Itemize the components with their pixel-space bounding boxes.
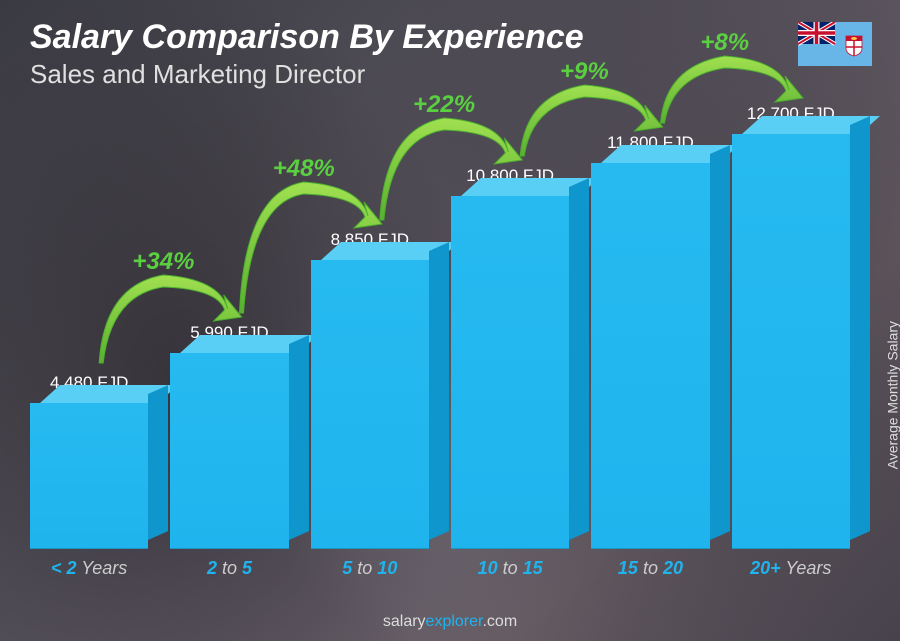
category-label: 5 to 10 <box>342 558 397 579</box>
category-label: 2 to 5 <box>207 558 252 579</box>
bar-3d <box>170 353 288 549</box>
category-label: 15 to 20 <box>618 558 683 579</box>
bar-wrap: 11,800 FJD15 to 20 <box>591 133 709 549</box>
category-label: 20+ Years <box>750 558 831 579</box>
fiji-flag-icon <box>798 22 872 66</box>
chart-subtitle: Sales and Marketing Director <box>30 59 584 90</box>
bar-3d <box>311 260 429 549</box>
bar-wrap: 8,850 FJD5 to 10 <box>311 230 429 549</box>
bar-3d <box>591 163 709 549</box>
footer-branding: salaryexplorer.com <box>0 613 900 631</box>
bar-3d <box>732 134 850 549</box>
bar-wrap: 4,480 FJD< 2 Years <box>30 373 148 549</box>
bar-3d <box>451 196 569 549</box>
bar-wrap: 10,800 FJD10 to 15 <box>451 166 569 549</box>
yaxis-label: Average Monthly Salary <box>884 321 900 469</box>
category-label: 10 to 15 <box>478 558 543 579</box>
category-label: < 2 Years <box>51 558 127 579</box>
bar-3d <box>30 403 148 549</box>
bars-container: 4,480 FJD< 2 Years5,990 FJD2 to 58,850 F… <box>30 100 850 549</box>
chart-title: Salary Comparison By Experience <box>30 18 584 57</box>
footer-post: .com <box>482 613 517 630</box>
bar-chart: +34%+48%+22%+9%+8% 4,480 FJD< 2 Years5,9… <box>30 100 850 581</box>
bar-wrap: 5,990 FJD2 to 5 <box>170 323 288 549</box>
footer-pre: salary <box>383 613 426 630</box>
footer-mid: explorer <box>426 613 483 630</box>
bar-wrap: 12,700 FJD20+ Years <box>732 104 850 549</box>
chart-header: Salary Comparison By Experience Sales an… <box>30 18 584 90</box>
